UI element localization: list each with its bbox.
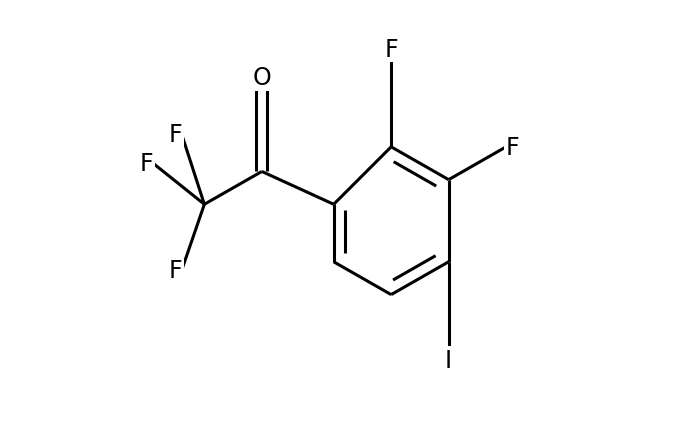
Text: O: O <box>253 66 271 90</box>
Text: F: F <box>168 123 182 147</box>
Text: F: F <box>506 135 520 159</box>
Text: I: I <box>445 348 452 372</box>
Text: F: F <box>168 259 182 282</box>
Text: F: F <box>384 37 398 61</box>
Text: F: F <box>139 152 153 176</box>
